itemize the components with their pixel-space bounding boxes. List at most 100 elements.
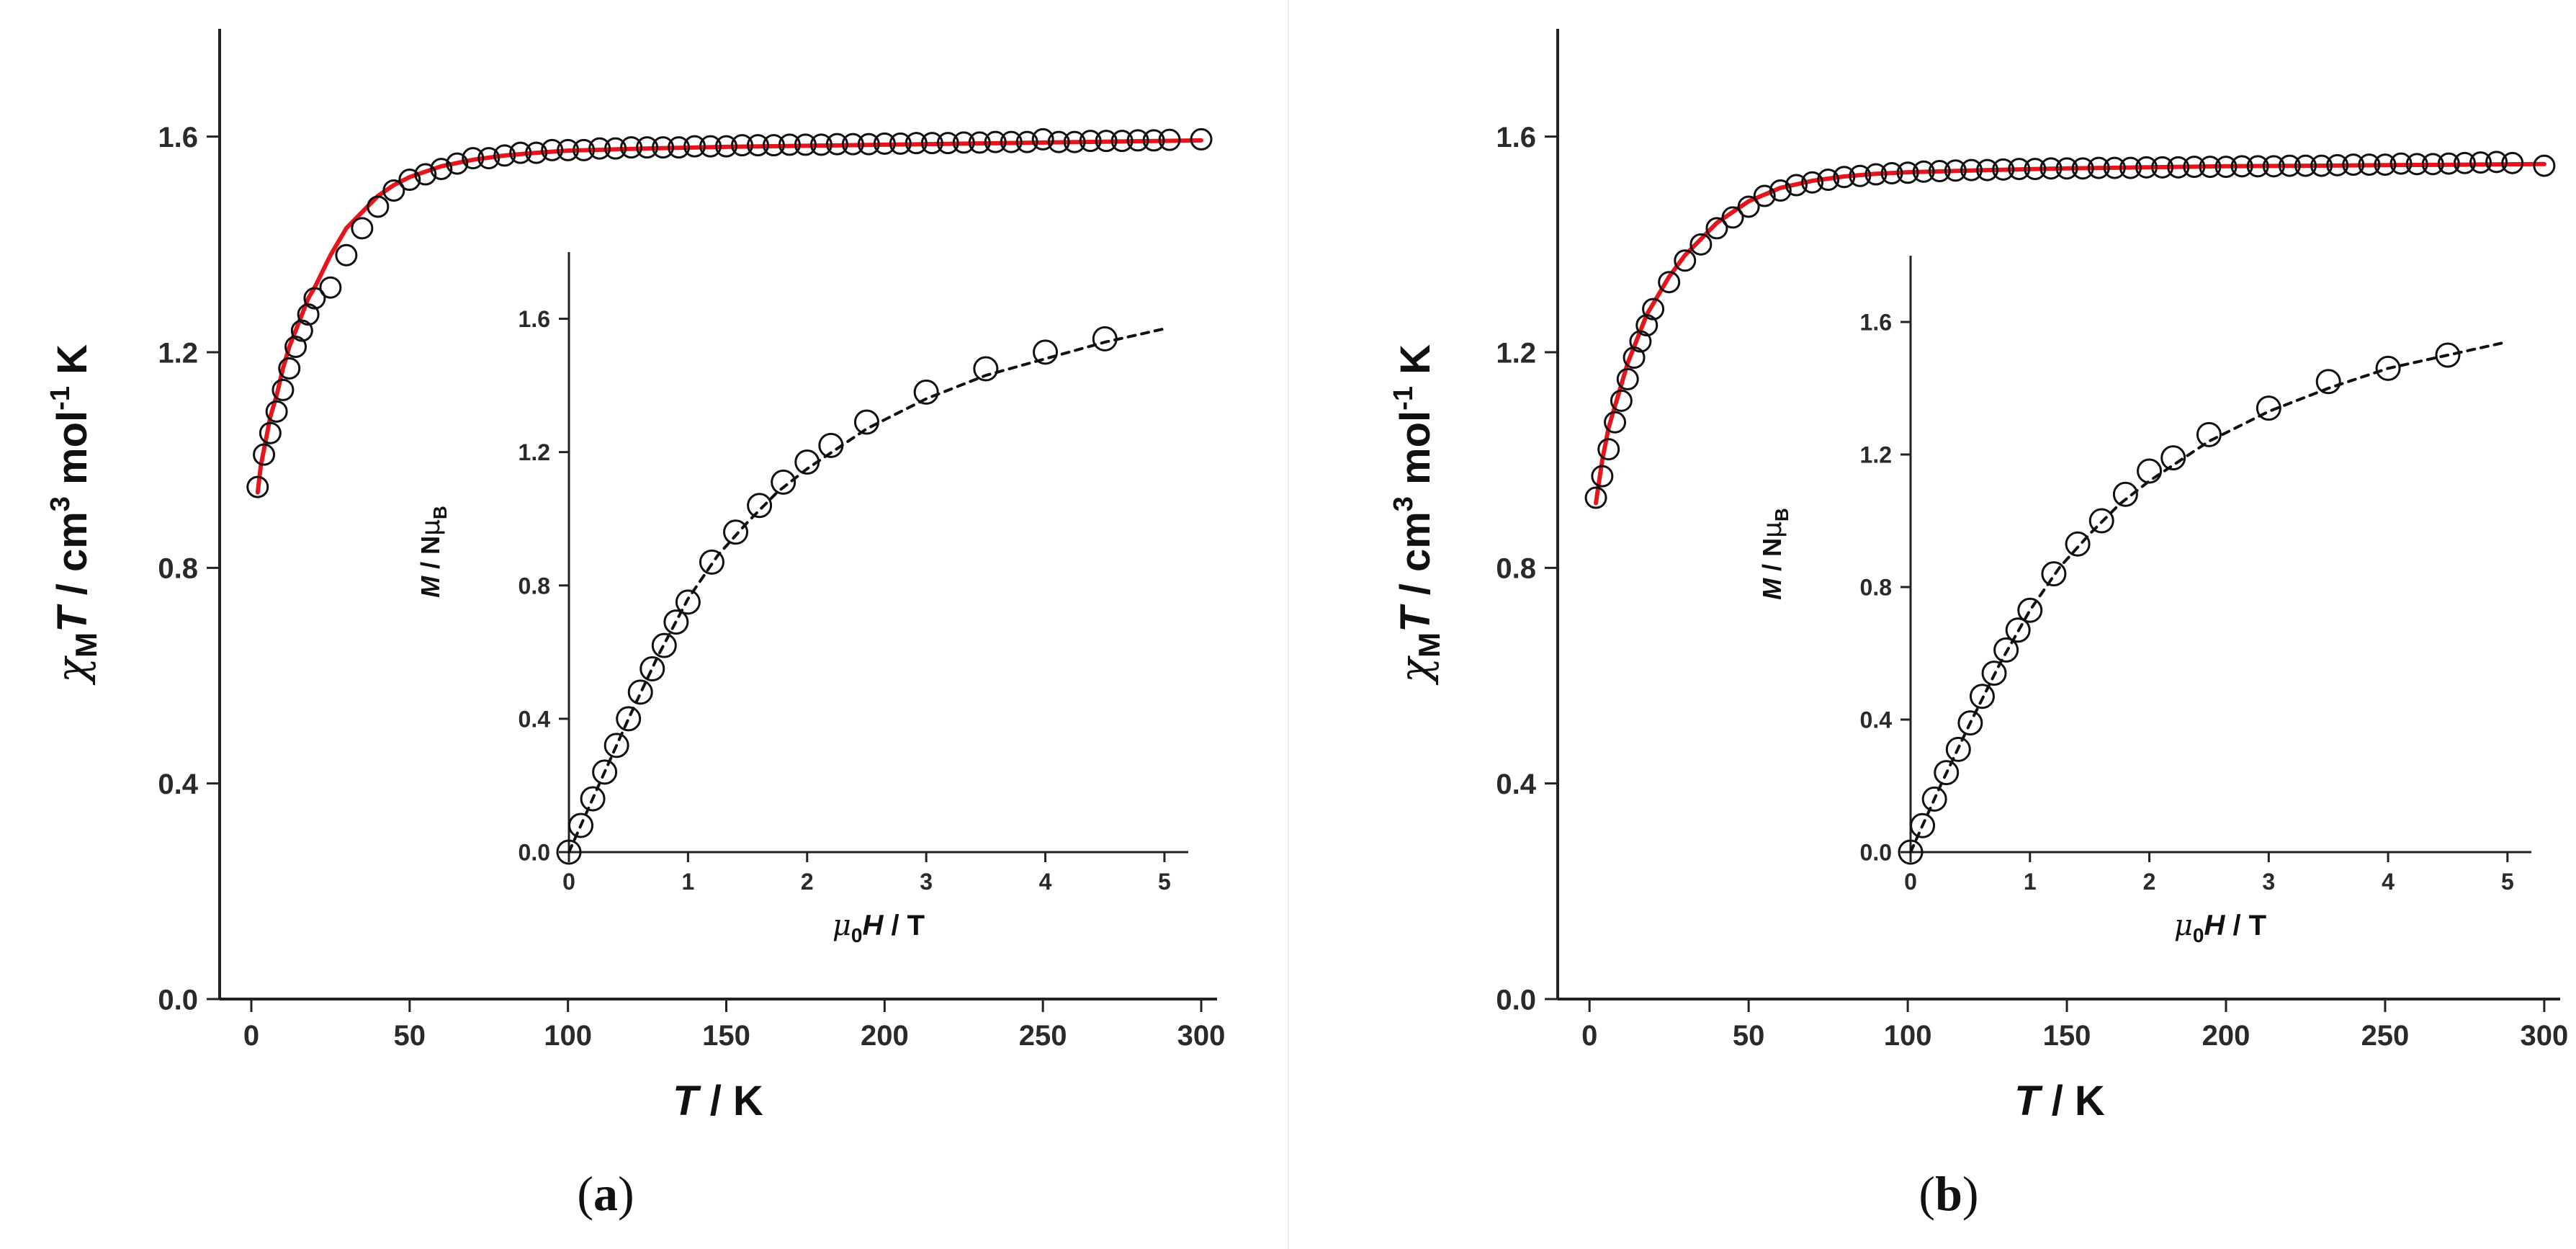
a-main-data-point — [794, 133, 817, 156]
a-main-data-point — [1190, 127, 1213, 151]
b-main-data-point — [2135, 156, 2158, 179]
a-main-data-point — [652, 136, 675, 159]
b-main-xtick-label: 100 — [1884, 1020, 1932, 1052]
a-inset-ytick-label: 0.0 — [519, 840, 550, 866]
b-main-ytick-label: 1.2 — [1496, 337, 1536, 369]
b-main-data-point — [1721, 206, 1744, 229]
a-main-data-point — [1142, 129, 1165, 152]
a-main-data-point — [668, 136, 691, 159]
b-main-data-point — [1616, 367, 1639, 390]
a-main-data-point — [253, 443, 276, 466]
a-inset-ytick-label: 1.6 — [519, 306, 550, 332]
b-main-xtick-label: 300 — [2521, 1020, 2569, 1052]
b-inset-ytick-label: 1.2 — [1860, 442, 1892, 468]
b-main-data-point — [1880, 162, 1903, 185]
a-inset-data-point — [794, 449, 820, 475]
a-main-data-point — [1047, 130, 1070, 153]
b-inset-xtick-label: 5 — [2501, 869, 2514, 895]
b-main-data-point — [2199, 156, 2222, 179]
a-main-data-point — [303, 287, 326, 310]
a-main-data-point — [809, 133, 833, 156]
a-inset-data-point — [603, 733, 629, 758]
a-main-data-point — [525, 141, 548, 164]
a-main-data-point — [246, 475, 269, 498]
a-inset-data-point — [568, 812, 594, 838]
a-inset-data-point — [592, 759, 618, 785]
b-inset-xtick-label: 1 — [2024, 869, 2037, 895]
b-main-data-point — [1635, 314, 1659, 337]
panel-divider — [1288, 0, 1289, 1249]
b-main-data-point — [2087, 156, 2110, 179]
b-main-xtick-label: 150 — [2043, 1020, 2091, 1052]
b-main-data-point — [2230, 155, 2253, 178]
a-inset-data-point — [627, 679, 653, 705]
a-main-data-point — [699, 135, 722, 158]
panel-a-main-y-title: χMT / cm3 mol-1 K — [45, 344, 103, 686]
a-main-data-point — [825, 133, 848, 156]
panel-b-main-axes: 0.00.40.81.21.6 0 50 100 150 200 250 300 T / K… — [1388, 29, 2568, 1124]
b-inset-data-point — [2160, 445, 2186, 471]
a-main-data-point — [367, 195, 390, 218]
panel-a-main-points-layer — [246, 127, 1213, 498]
a-main-data-point — [290, 319, 313, 342]
b-main-data-point — [1623, 346, 1646, 369]
b-inset-data-point — [2005, 617, 2031, 643]
b-main-data-point — [1629, 330, 1652, 353]
panel-b-inset-y-ticks: 0.0 0.4 0.8 1.2 1.6 — [1860, 310, 1911, 866]
a-main-data-point — [1126, 129, 1149, 152]
a-main-data-point — [430, 158, 453, 181]
a-inset-data-point — [1092, 326, 1118, 352]
b-main-data-point — [2326, 153, 2349, 176]
b-main-data-point — [1674, 249, 1697, 272]
panel-a-main-y-ticks: 0.0 0.4 0.8 1.2 1.6 — [158, 122, 220, 1016]
b-inset-ytick-label: 0.8 — [1860, 575, 1892, 601]
b-inset-fit-line — [1909, 340, 2509, 854]
a-inset-data-point — [1033, 339, 1059, 365]
b-inset-data-point — [2315, 369, 2341, 395]
a-main-data-point — [952, 131, 975, 154]
b-main-data-point — [2039, 157, 2063, 180]
b-main-data-point — [2469, 151, 2492, 174]
a-inset-data-point — [651, 632, 677, 658]
b-inset-data-point — [2017, 597, 2043, 623]
a-main-data-point — [319, 276, 342, 299]
b-main-data-point — [1591, 465, 1614, 488]
b-inset-data-point — [1981, 661, 2007, 686]
a-main-ytick-label: 1.2 — [158, 337, 198, 369]
a-main-data-point — [271, 378, 295, 401]
b-main-data-point — [2246, 155, 2269, 178]
a-main-data-point — [414, 163, 437, 186]
a-inset-data-point — [771, 469, 796, 495]
a-main-ytick-label: 1.6 — [158, 122, 198, 153]
a-inset-data-point — [616, 706, 642, 732]
a-main-data-point — [1000, 130, 1023, 153]
a-main-data-point — [1079, 130, 1102, 153]
a-inset-data-point — [723, 519, 749, 545]
panel-b-inset: 0.0 0.4 0.8 1.2 1.6 0 1 2 3 4 5 μ0H / T M / NμB — [1757, 256, 2531, 946]
a-main-fit-line — [255, 138, 1203, 495]
b-inset-xtick-label: 4 — [2382, 869, 2395, 895]
panel-b-main-fit-layer — [1594, 161, 2546, 506]
b-main-data-point — [2453, 151, 2476, 174]
panel-b-label: (b) — [1918, 1166, 1978, 1221]
b-inset-xtick-label: 2 — [2143, 869, 2156, 895]
a-main-data-point — [1063, 130, 1086, 153]
a-main-data-point — [462, 147, 485, 170]
b-main-xtick-label: 0 — [1581, 1020, 1597, 1052]
b-main-data-point — [1817, 169, 1840, 192]
a-main-data-point — [746, 134, 769, 157]
b-inset-data-point — [1993, 637, 2019, 663]
b-inset-data-point — [1921, 786, 1947, 812]
b-inset-xtick-label: 3 — [2262, 869, 2275, 895]
a-main-xtick-label: 0 — [243, 1020, 259, 1052]
b-main-data-point — [2262, 155, 2285, 178]
b-main-data-point — [1769, 179, 1792, 202]
b-main-data-point — [1960, 158, 1983, 182]
panel-b-main-y-title: χMT / cm3 mol-1 K — [1388, 344, 1446, 686]
b-main-data-point — [1833, 166, 1856, 189]
a-main-ytick-label: 0.0 — [158, 984, 198, 1016]
a-inset-data-point — [675, 589, 701, 615]
a-main-data-point — [573, 138, 596, 161]
panel-b: 0.00.40.81.21.6 0 50 100 150 200 250 300 T / K… — [1388, 29, 2568, 1221]
a-main-data-point — [446, 152, 469, 175]
